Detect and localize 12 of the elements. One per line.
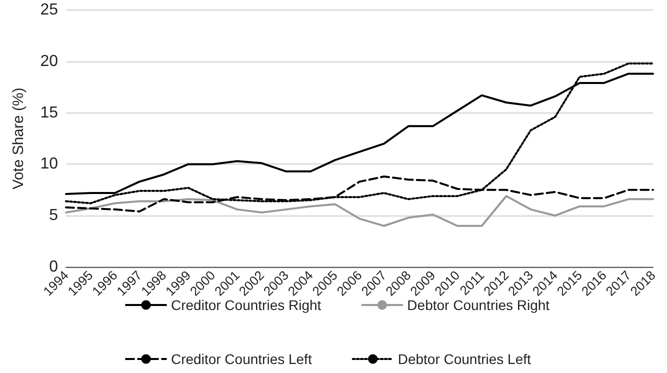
y-tick-label: 0 xyxy=(49,258,58,276)
y-tick-label: 15 xyxy=(40,104,58,122)
y-tick-label: 5 xyxy=(49,207,58,224)
legend-label: Creditor Countries Right xyxy=(171,297,322,313)
y-tick-label: 25 xyxy=(40,2,58,18)
y-axis-title: Vote Share (%) xyxy=(10,88,27,190)
legend-label: Debtor Countries Right xyxy=(407,297,550,313)
y-tick-label: 20 xyxy=(40,52,58,70)
y-tick-label: 10 xyxy=(40,156,58,173)
legend-label: Creditor Countries Left xyxy=(171,351,312,367)
line-series xyxy=(65,195,654,227)
legend-label: Debtor Countries Left xyxy=(398,351,532,367)
